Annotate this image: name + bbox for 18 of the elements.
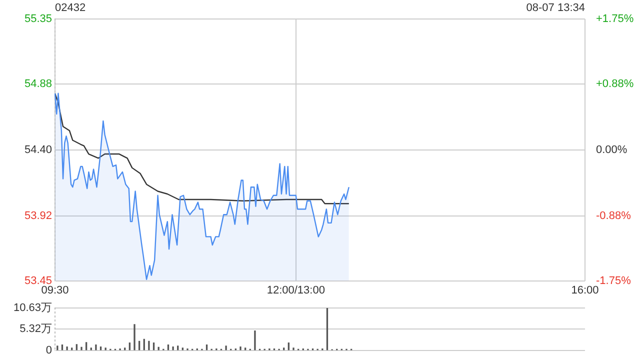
y2-tick-label: -1.75%	[596, 274, 632, 287]
y2-tick-label: +0.88%	[596, 78, 634, 90]
y-tick-label: 55.35	[24, 13, 52, 26]
x-tick-label: 16:00	[571, 284, 599, 296]
y-tick-label: 53.92	[24, 210, 52, 222]
y2-tick-label: +1.75%	[596, 13, 634, 26]
text: 08-07 13:34	[526, 2, 585, 14]
y-tick-label: 10.63万	[13, 302, 52, 314]
y2-tick-label: 0.00%	[596, 144, 628, 156]
y-tick-label: 54.40	[24, 144, 52, 156]
x-tick-label: 12:00/13:00	[266, 284, 325, 296]
y2-tick-label: -0.88%	[596, 210, 632, 222]
y-tick-label: 5.32万	[20, 323, 52, 336]
x-tick-label: 09:30	[41, 284, 69, 296]
y-tick-label: 53.45	[24, 274, 52, 287]
y-tick-label: 0	[46, 344, 52, 356]
y-tick-label: 54.88	[24, 78, 52, 90]
chart-title: 02432	[55, 2, 86, 14]
